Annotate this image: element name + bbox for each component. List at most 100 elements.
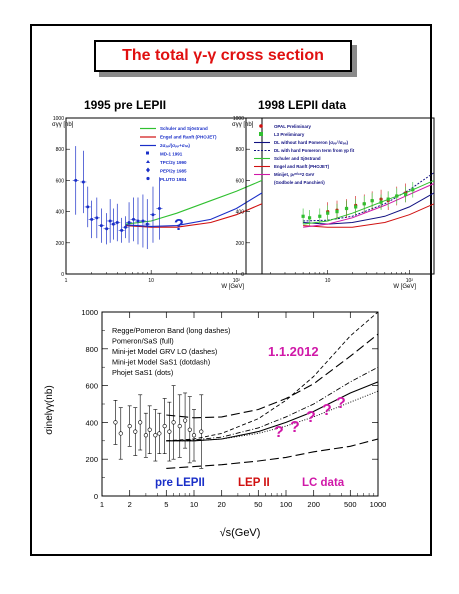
data-point [157, 431, 162, 436]
y-tick-label: 800 [236, 147, 245, 153]
x-axis-label: W [GeV] [393, 284, 416, 290]
data-point [191, 433, 197, 438]
y-tick-label: 1000 [81, 308, 98, 317]
y-tick-label: 1000 [53, 116, 64, 122]
y-tick-label: 200 [56, 241, 65, 247]
annotation-lc-data: LC data [302, 477, 345, 489]
y-tick-label: 600 [56, 178, 65, 184]
y-tick-label: 800 [56, 147, 65, 153]
data-point-l3 [326, 211, 330, 215]
data-point [171, 420, 176, 425]
data-point [118, 431, 123, 436]
data-point [153, 433, 158, 438]
data-point [187, 427, 192, 432]
legend-label: (Godbole and Panchieri) [274, 180, 325, 185]
data-point-l3 [395, 194, 399, 198]
data-point [133, 429, 138, 434]
data-point [108, 219, 112, 223]
question-mark: ? [274, 424, 284, 441]
data-point-l3 [335, 210, 339, 214]
data-point [127, 423, 132, 429]
model-curve [125, 203, 263, 228]
question-mark: ? [290, 419, 300, 436]
model-curve [166, 381, 379, 442]
y-tick-label: 400 [236, 210, 245, 216]
data-point [127, 221, 131, 225]
annotation-date: 1.1.2012 [268, 344, 319, 359]
y-tick-label: 600 [85, 382, 98, 391]
question-mark: ? [322, 402, 332, 419]
left-panel-heading: 1995 pre LEPII [84, 98, 167, 112]
legend-label: TPC/2γ 1990 [160, 160, 187, 165]
y-tick-label: 600 [236, 178, 245, 184]
model-curve [125, 192, 263, 227]
model-curve [166, 333, 379, 419]
data-point [151, 213, 155, 217]
x-tick-label: 10 [148, 278, 154, 284]
annotation-pre-lepii: pre LEPII [155, 477, 205, 489]
data-point [86, 205, 90, 209]
legend-label: Mini-jet Model GRV LO (dashes) [112, 347, 217, 356]
data-point-l3 [354, 205, 358, 209]
data-point [113, 420, 118, 425]
data-point-l3 [370, 199, 374, 203]
question-mark: ? [174, 217, 184, 234]
x-tick-label: 10² [406, 278, 414, 284]
x-tick-label: 1000 [370, 500, 387, 509]
legend-marker-circle [259, 124, 263, 128]
x-axis-label: √s(GeV) [220, 527, 261, 539]
data-point [141, 219, 145, 223]
data-point [157, 206, 161, 210]
annotation-lep-ii: LEP II [238, 477, 270, 489]
model-curve [303, 172, 435, 222]
y-axis-label: σinelγγ(nb) [44, 385, 55, 435]
model-curve [166, 390, 379, 442]
y-axis-label: σγγ [nb] [52, 122, 74, 128]
y-axis-label: σγγ [nb] [232, 122, 254, 128]
chart-1995-pre-lepii: 0 200 400 600 800 1000 1 10 10² Schuler and Sjös… [52, 116, 263, 290]
x-tick-label: 10 [190, 500, 198, 509]
data-point [162, 423, 167, 429]
x-axis-label: W [GeV] [221, 284, 244, 290]
legend-label: DL with hard Pomeron term from γp fit [274, 148, 355, 153]
question-mark: ? [306, 409, 316, 426]
data-point-l3 [379, 200, 383, 204]
legend-marker-diamond [146, 167, 150, 173]
legend-label: MD-1 1991 [160, 152, 183, 157]
x-tick-label: 10² [233, 278, 241, 284]
legend-label: Engel and Ranft (PHOJET) [274, 164, 330, 169]
data-point [138, 420, 143, 425]
legend-marker-square [146, 151, 149, 155]
y-tick-label: 800 [85, 345, 98, 354]
legend-label: DL without hard Pomeron (σₚₚ²/σₚₚ) [274, 140, 348, 145]
plot-frame [245, 117, 435, 275]
y-tick-label: 0 [94, 492, 98, 501]
legend-label: PEP/2γ 1985 [160, 169, 187, 174]
data-point-l3 [344, 206, 349, 211]
x-tick-label: 2 [128, 500, 132, 509]
model-curve [303, 183, 435, 228]
x-tick-label: 50 [254, 500, 262, 509]
data-point [105, 227, 109, 231]
slide-title: The total γ-γ cross section [94, 40, 352, 72]
legend-label: 2σₚₚ/(σₚₚ+σₙₙ) [160, 143, 190, 149]
right-panel-heading: 1998 LEPII data [258, 98, 347, 112]
y-tick-label: 200 [85, 455, 98, 464]
model-curve [166, 366, 379, 442]
chart-1998-lepii-data: 0 200 400 600 800 1000 10 10² OPAL Preliminary L… [232, 116, 435, 290]
y-tick-label: 400 [85, 418, 98, 427]
legend-label: Phojet SaS1 (dots) [112, 368, 173, 377]
data-point-l3 [318, 214, 322, 218]
legend-label: OPAL Preliminary [274, 124, 311, 129]
data-point [147, 427, 152, 432]
model-curve [166, 438, 379, 469]
data-point [74, 178, 78, 182]
legend-label: Mini-jet Model SaS1 (dotdash) [112, 358, 210, 367]
data-point [182, 418, 188, 423]
data-point-l3 [404, 192, 408, 197]
y-tick-label: 0 [241, 272, 244, 278]
x-tick-label: 10 [325, 278, 331, 284]
data-point [111, 222, 115, 226]
x-tick-label: 20 [218, 500, 226, 509]
